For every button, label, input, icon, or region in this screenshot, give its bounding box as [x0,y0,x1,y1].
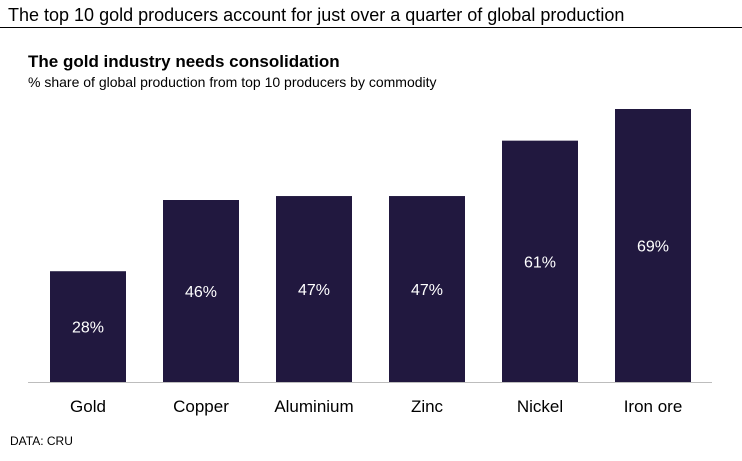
bar-value-label-iron-ore: 69% [637,239,669,256]
headline: The top 10 gold producers account for ju… [8,5,625,25]
bar-copper [163,200,239,382]
x-tick-label-nickel: Nickel [517,397,563,416]
headline-rule [0,27,742,28]
bar-value-label-zinc: 47% [411,282,443,299]
x-tick-label-aluminium: Aluminium [274,397,353,416]
bar-value-label-aluminium: 47% [298,282,330,299]
chart-subtitle: % share of global production from top 10… [28,74,437,90]
bar-zinc [389,196,465,382]
bar-aluminium [276,196,352,382]
x-tick-label-gold: Gold [70,397,106,416]
source-note: DATA: CRU [10,434,73,448]
chart-title: The gold industry needs consolidation [28,52,340,71]
bar-value-label-gold: 28% [72,320,104,337]
bar-nickel [502,140,578,382]
bar-value-label-nickel: 61% [524,254,556,271]
x-tick-label-iron-ore: Iron ore [624,397,683,416]
bar-value-label-copper: 46% [185,284,217,301]
bar-gold [50,271,126,382]
x-tick-label-copper: Copper [173,397,229,416]
x-tick-label-zinc: Zinc [411,397,444,416]
bar-iron-ore [615,109,691,382]
